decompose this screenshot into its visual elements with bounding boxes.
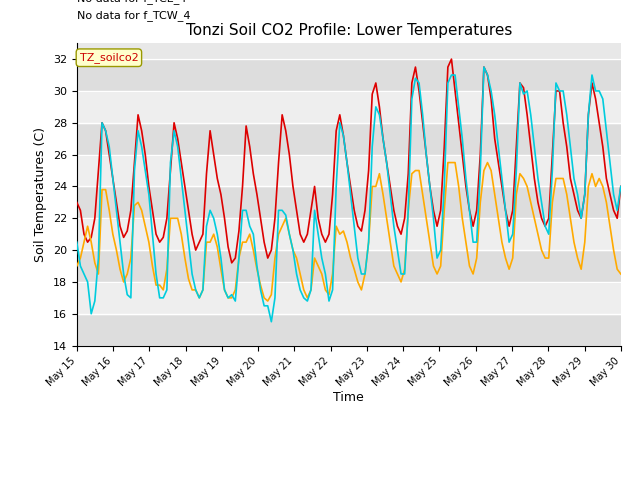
Bar [77,123,621,155]
Y-axis label: Soil Temperatures (C): Soil Temperatures (C) [35,127,47,262]
Bar [77,91,621,123]
Text: TZ_soilco2: TZ_soilco2 [79,52,138,63]
Bar [77,282,621,314]
Legend: Open -8cm, Tree -8cm, Tree2 -8cm: Open -8cm, Tree -8cm, Tree2 -8cm [172,474,525,480]
Bar [77,155,621,186]
Bar [77,218,621,250]
Text: No data for f_TCE_4: No data for f_TCE_4 [77,0,186,4]
Bar [77,59,621,91]
Bar [77,314,621,346]
X-axis label: Time: Time [333,391,364,404]
Title: Tonzi Soil CO2 Profile: Lower Temperatures: Tonzi Soil CO2 Profile: Lower Temperatur… [186,23,512,38]
Bar [77,250,621,282]
Bar [77,186,621,218]
Text: No data for f_TCW_4: No data for f_TCW_4 [77,10,190,21]
